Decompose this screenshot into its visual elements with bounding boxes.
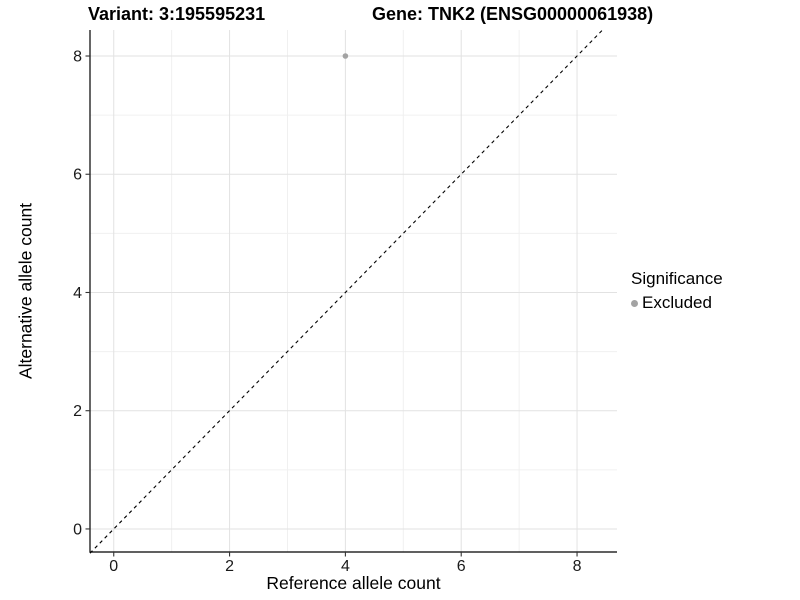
legend-item-label: Excluded xyxy=(642,293,712,312)
x-axis-title: Reference allele count xyxy=(266,573,441,593)
data-point xyxy=(342,53,349,59)
y-tick-label: 2 xyxy=(73,403,82,420)
y-tick-label: 6 xyxy=(73,167,82,184)
identity-dashed-line xyxy=(89,29,603,554)
legend-point-swatch-icon xyxy=(631,299,638,307)
x-tick-label: 6 xyxy=(457,558,466,575)
x-tick-label: 0 xyxy=(109,558,118,575)
x-tick-label: 2 xyxy=(225,558,234,575)
plot-title-gene: Gene: TNK2 (ENSG00000061938) xyxy=(372,4,654,24)
y-tick-label: 4 xyxy=(73,285,82,302)
y-tick-label: 0 xyxy=(73,521,82,538)
x-tick-label: 8 xyxy=(573,558,582,575)
legend-item-excluded: Excluded xyxy=(631,293,723,313)
legend-title: Significance xyxy=(631,269,723,288)
y-tick-label: 8 xyxy=(73,49,82,66)
y-axis-title: Alternative allele count xyxy=(15,202,36,380)
plot-title-variant: Variant: 3:195595231 xyxy=(88,4,266,24)
legend: Significance Excluded xyxy=(631,269,723,313)
x-tick-label: 4 xyxy=(341,558,350,575)
